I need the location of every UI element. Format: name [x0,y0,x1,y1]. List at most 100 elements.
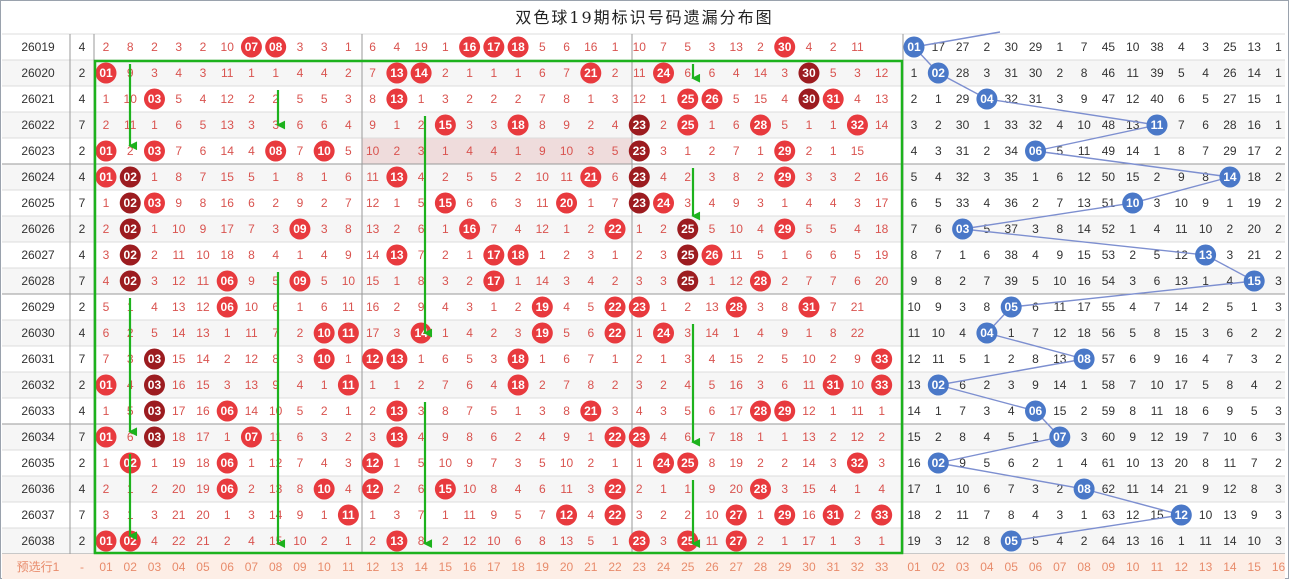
red-ball [459,36,481,58]
red-omission-value: 7 [345,196,352,210]
footer-blue-column-label: 06 [1029,560,1043,574]
red-omission-value: 1 [103,92,110,106]
red-omission-value: 10 [851,378,865,392]
red-omission-value: 2 [418,378,425,392]
blue-omission-value: 4 [1056,534,1063,548]
blue-omission-value: 1 [1032,170,1039,184]
red-omission-value: 16 [730,378,744,392]
red-omission-value: 17 [172,404,186,418]
red-omission-value: 14 [245,404,259,418]
blue-ball [1073,478,1095,500]
footer-red-column-label: 04 [172,560,186,574]
red-omission-value: 11 [706,534,719,548]
blue-omission-value: 63 [1102,508,1116,522]
blue-omission-value: 3 [959,300,966,314]
red-omission-value: 19 [875,248,889,262]
red-omission-value: 1 [539,248,546,262]
red-omission-value: 1 [781,534,788,548]
red-omission-value: 2 [781,274,788,288]
red-omission-value: 5 [272,274,279,288]
red-ball-number: 03 [148,92,162,106]
red-omission-value: 1 [297,300,304,314]
row-value: 4 [79,248,86,262]
blue-omission-value: 36 [1005,196,1019,210]
red-omission-value: 2 [321,196,328,210]
blue-omission-value: 10 [1077,118,1091,132]
red-ball-number: 11 [342,508,355,522]
footer-blue-column-label: 12 [1175,560,1189,574]
red-omission-value: 2 [612,274,619,288]
red-omission-value: 2 [781,456,788,470]
red-ball-number: 25 [681,456,695,470]
red-omission-value: 1 [781,196,788,210]
red-omission-value: 4 [151,300,158,314]
blue-omission-value: 13 [1175,274,1189,288]
blue-omission-value: 1 [1081,378,1088,392]
red-omission-value: 1 [781,248,788,262]
red-omission-value: 1 [878,404,885,418]
red-omission-value: 9 [442,430,449,444]
red-omission-value: 4 [442,300,449,314]
blue-omission-value: 10 [1248,534,1262,548]
blue-omission-value: 9 [1056,248,1063,262]
red-ball-number: 06 [221,404,235,418]
blue-omission-value: 2 [1275,326,1282,340]
red-ball-number: 28 [754,404,768,418]
footer-blue-column-label: 10 [1126,560,1140,574]
footer-red-column-label: 11 [342,560,355,574]
red-omission-value: 8 [539,534,546,548]
period-label: 26024 [21,170,55,184]
red-omission-value: 2 [103,482,110,496]
red-ball-number: 25 [681,248,695,262]
red-ball-number: 31 [827,92,841,106]
blue-omission-value: 5 [1202,378,1209,392]
red-ball [749,270,771,292]
red-omission-value: 4 [297,378,304,392]
red-omission-value: 3 [781,66,788,80]
blue-omission-value: 8 [935,274,942,288]
red-omission-value: 17 [802,534,816,548]
red-omission-value: 3 [321,40,328,54]
red-omission-value: 1 [394,378,401,392]
red-omission-value: 1 [515,66,522,80]
red-omission-value: 3 [612,92,619,106]
blue-omission-value: 16 [1077,274,1091,288]
blue-omission-value: 8 [1008,508,1015,522]
blue-ball-number: 08 [1077,482,1091,496]
red-omission-value: 6 [272,300,279,314]
red-omission-value: 6 [490,430,497,444]
red-omission-value: 1 [394,196,401,210]
red-omission-value: 6 [297,118,304,132]
red-omission-value: 4 [490,378,497,392]
blue-omission-value: 12 [1175,248,1189,262]
blue-omission-value: 18 [907,508,921,522]
red-omission-value: 8 [297,170,304,184]
red-ball-number: 15 [439,118,453,132]
red-omission-value: 1 [636,222,643,236]
blue-omission-value: 7 [1251,456,1258,470]
red-ball-number: 25 [681,222,695,236]
red-omission-value: 15 [754,92,768,106]
red-ball-number: 24 [657,326,671,340]
red-omission-value: 8 [490,482,497,496]
blue-omission-value: 11 [932,352,945,366]
red-omission-value: 9 [466,456,473,470]
red-ball-number: 01 [99,430,113,444]
blue-omission-value: 3 [1275,482,1282,496]
red-ball [628,426,650,448]
footer-red-column-label: 16 [463,560,477,574]
blue-omission-value: 2 [1275,352,1282,366]
red-omission-value: 13 [705,300,719,314]
period-label: 26031 [21,352,55,366]
red-ball-number: 22 [608,430,622,444]
red-ball [628,192,650,214]
blue-omission-value: 18 [1248,170,1262,184]
blue-omission-value: 49 [1102,144,1116,158]
red-omission-value: 1 [757,144,764,158]
red-ball-number: 18 [511,40,525,54]
blue-omission-value: 5 [984,456,991,470]
blue-omission-value: 7 [1056,196,1063,210]
blue-omission-value: 17 [1077,300,1091,314]
red-omission-value: 3 [757,300,764,314]
red-omission-value: 15 [366,274,380,288]
